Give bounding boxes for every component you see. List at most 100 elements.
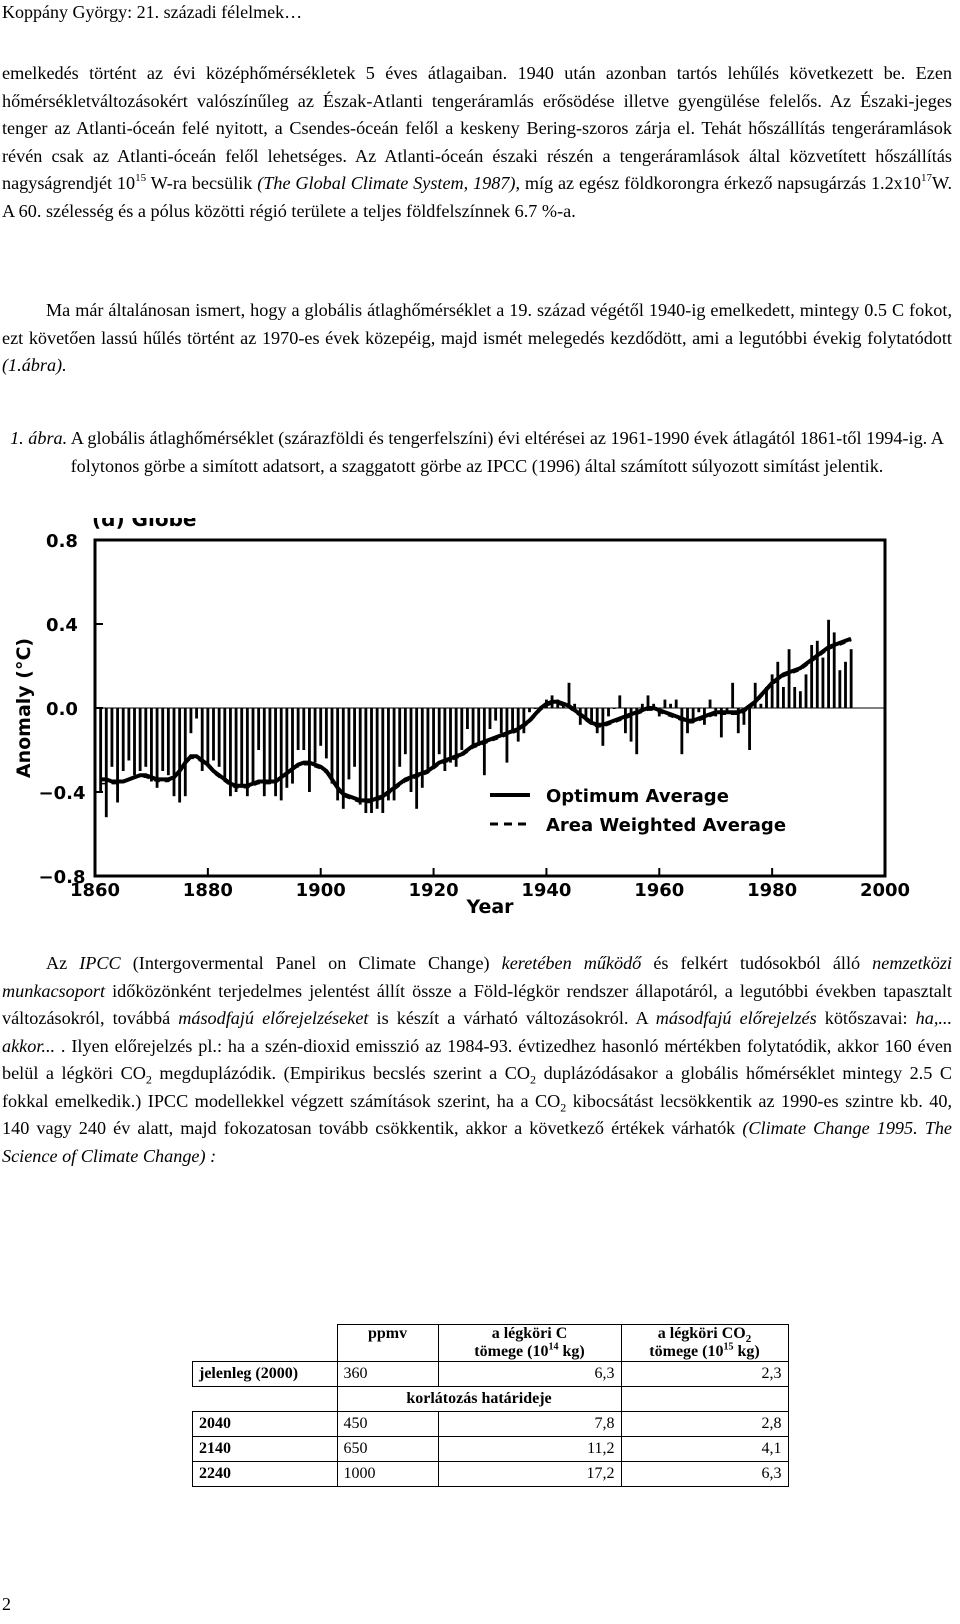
- figure-reference: (1.ábra).: [2, 355, 67, 375]
- bar-1902: [330, 708, 334, 784]
- bar-1937: [528, 708, 531, 713]
- bar-1992: [838, 670, 842, 708]
- bar-1969: [708, 699, 712, 708]
- bar-1906: [353, 708, 356, 767]
- paragraph-3: Az IPCC (Intergovermental Panel on Clima…: [2, 950, 952, 1170]
- bar-1925: [460, 708, 464, 750]
- p1-sup-1: 15: [135, 171, 147, 184]
- bar-1872: [161, 708, 165, 771]
- bar-1884: [229, 708, 232, 797]
- bar-1878: [195, 708, 198, 719]
- bar-1930: [488, 708, 492, 729]
- table-row: 2140 650 11,2 4,1: [192, 1436, 789, 1462]
- bar-1934: [511, 708, 514, 734]
- paragraph-1: emelkedés történt az évi középhőmérsékle…: [2, 60, 952, 225]
- bar-1920: [432, 708, 435, 767]
- legend: Optimum Average Area Weighted Average: [490, 786, 786, 836]
- caption-text: A globális átlaghőmérséklet (szárazföldi…: [67, 428, 944, 476]
- p1-text-a: emelkedés történt az évi középhőmérsékle…: [2, 63, 952, 193]
- paragraph-2: Ma már általánosan ismert, hogy a globál…: [2, 297, 952, 380]
- p3-text-e: is készít a várható változásokról. A: [368, 1008, 656, 1028]
- header-carbon-sup: 14: [548, 1341, 559, 1353]
- bar-1864: [116, 708, 119, 803]
- bar-1897: [302, 708, 306, 750]
- bar-1862: [104, 708, 108, 818]
- p3-text-a: Az: [46, 953, 80, 973]
- cell-co2: 2,3: [620, 1361, 789, 1387]
- bar-1956: [635, 708, 639, 755]
- x-tick-label: 1880: [183, 880, 233, 901]
- p3-text-f: kötőszavai:: [816, 1008, 916, 1028]
- y-tick-label: −0.8: [39, 867, 86, 888]
- bar-1880: [206, 708, 210, 767]
- x-tick-label: 2000: [860, 880, 910, 901]
- bar-1915: [403, 708, 407, 755]
- bar-1885: [234, 708, 238, 792]
- legend-optimum-label: Optimum Average: [546, 786, 729, 807]
- bar-1866: [127, 708, 131, 761]
- bar-1881: [212, 708, 215, 761]
- bar-1907: [358, 708, 362, 805]
- bar-1917: [415, 708, 419, 809]
- row-label-text: jelenleg (2000): [199, 1365, 299, 1382]
- bar-1984: [793, 687, 797, 708]
- header-co2-sup: 15: [723, 1341, 734, 1353]
- y-tick-label: −0.4: [39, 783, 86, 804]
- x-tick-label: 1980: [747, 880, 797, 901]
- bar-1875: [178, 708, 182, 803]
- table-row: jelenleg (2000) 360 6,3 2,3: [192, 1361, 789, 1387]
- bar-1962: [669, 703, 672, 708]
- bar-1868: [138, 708, 142, 771]
- bar-1975: [742, 708, 746, 725]
- x-tick-label: 1920: [409, 880, 459, 901]
- p3-citation: (Climate Change 1995. The Science of Cli…: [2, 1118, 952, 1166]
- bar-1961: [663, 699, 667, 708]
- bar-1889: [257, 708, 261, 750]
- header-co2-line2: tömege (10: [649, 1343, 724, 1360]
- p3-sub-3: 2: [560, 1100, 567, 1115]
- bar-1922: [443, 708, 447, 771]
- bar-1903: [336, 708, 340, 801]
- bar-1900: [319, 708, 323, 746]
- row-label-text: 2040: [199, 1415, 231, 1432]
- bar-1861: [99, 708, 103, 792]
- header-carbon-line1: a légköri C: [491, 1325, 568, 1342]
- page-number: 2: [2, 1594, 11, 1614]
- cell-carbon: 6,3: [437, 1361, 622, 1387]
- bar-1912: [387, 708, 390, 801]
- table-empty-cell: [192, 1386, 338, 1412]
- bar-1888: [251, 708, 255, 784]
- p3-text-c: és felkért tudósokból álló: [641, 953, 873, 973]
- bar-1948: [590, 708, 593, 725]
- p1-text-b: W-ra becsülik: [146, 173, 258, 193]
- p3-italic-5: másodfajú előrejelzés: [655, 1008, 817, 1028]
- bar-1981: [776, 661, 780, 708]
- bar-1978: [759, 703, 763, 708]
- cell-co2: 2,8: [620, 1411, 789, 1437]
- p3-text-d: időközönként terjedelmes jelentést állít…: [2, 980, 952, 1029]
- table-row: 2040 450 7,8 2,8: [192, 1411, 789, 1437]
- p1-text-c: , míg az egész földkorongra érkező napsu…: [515, 173, 921, 193]
- bar-1893: [279, 708, 283, 801]
- bar-1898: [308, 708, 311, 792]
- bar-1928: [477, 708, 481, 746]
- table-section-row: korlátozás határideje: [192, 1386, 789, 1412]
- bar-1871: [155, 708, 159, 788]
- bar-1967: [697, 708, 701, 713]
- bar-1887: [245, 708, 249, 797]
- bar-1932: [499, 708, 503, 734]
- bar-1980: [770, 674, 774, 708]
- bar-1911: [381, 708, 385, 813]
- cell-ppmv: 1000: [336, 1461, 439, 1487]
- p3-italic-2: keretében működő: [501, 953, 642, 973]
- bar-1895: [291, 708, 294, 784]
- bar-1901: [324, 708, 328, 759]
- bar-1904: [341, 708, 345, 809]
- bar-1991: [832, 632, 836, 708]
- bar-1953: [618, 695, 622, 708]
- bar-1957: [640, 703, 644, 708]
- x-tick-label: 1900: [296, 880, 346, 901]
- bar-1950: [601, 708, 605, 746]
- bar-1876: [183, 708, 187, 797]
- table-empty-cell: [620, 1386, 789, 1412]
